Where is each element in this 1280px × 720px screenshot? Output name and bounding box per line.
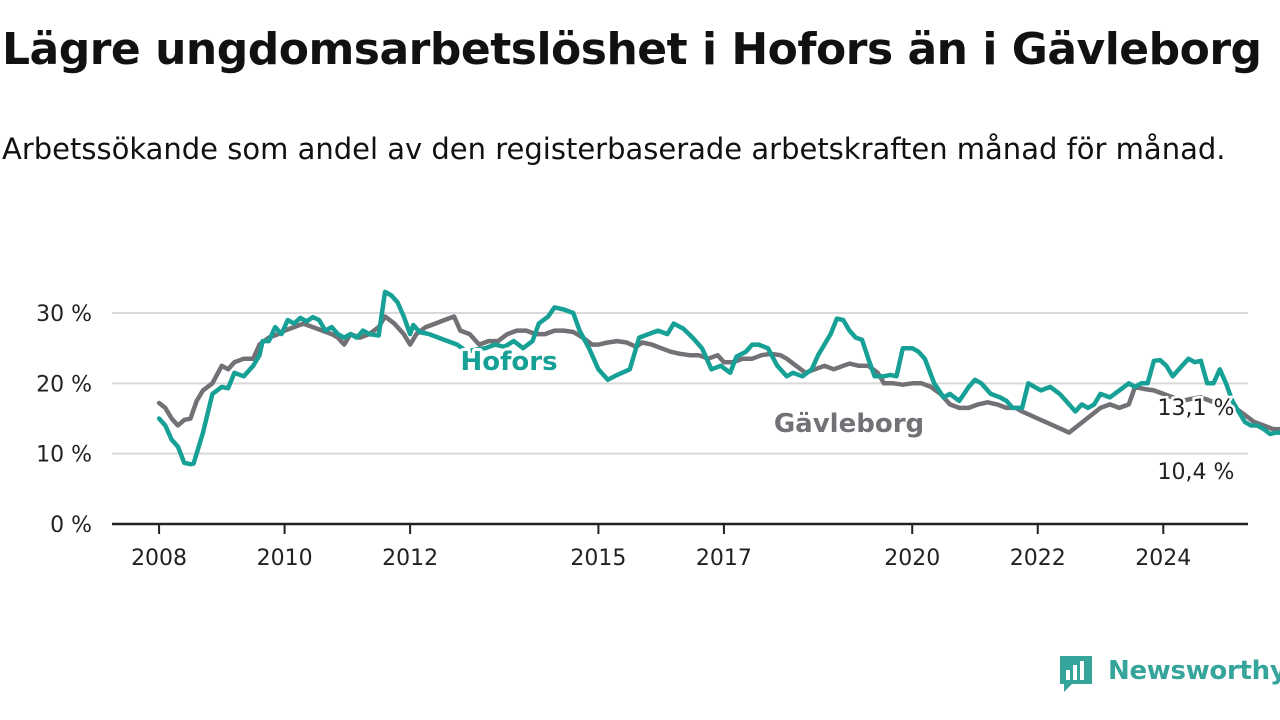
x-tick-label: 2022 [1010,546,1066,571]
y-tick-label: 20 % [36,372,92,397]
series-labels: Hofors Gävleborg 13,1 % 10,4 % [457,344,1236,488]
grid-lines [112,312,1248,455]
newsworthy-logo-icon [1060,656,1092,692]
x-tick-label: 2015 [570,546,626,571]
line-chart: 0 % 10 % 20 % 30 % 2008 2010 2012 2015 2017 2020… [36,289,1280,571]
page-title: Lägre ungdomsarbetslöshet i Hofors än i … [2,24,1262,75]
x-axis: 2008 2010 2012 2015 2017 2020 2022 2024 [112,522,1248,571]
y-tick-label: 0 % [50,513,92,538]
series-line-hofors [156,289,1280,467]
series-name-hofors: Hofors [460,347,557,377]
x-tick-label: 2008 [131,546,187,571]
x-tick-label: 2012 [382,546,438,571]
end-value-hofors: 10,4 % [1158,460,1235,485]
x-tick-label: 2010 [257,546,313,571]
x-tick-label: 2017 [696,546,752,571]
y-axis-labels: 0 % 10 % 20 % 30 % [36,302,92,538]
y-tick-label: 10 % [36,443,92,468]
chart-subtitle: Arbetssökande som andel av den registerb… [2,132,1226,166]
y-tick-label: 30 % [36,302,92,327]
x-tick-label: 2024 [1135,546,1191,571]
newsworthy-logo: Newsworthy [1058,654,1280,698]
series-lines [156,289,1280,467]
series-line-gavleborg [156,314,1280,435]
x-tick-label: 2020 [884,546,940,571]
brand-name: Newsworthy [1108,656,1280,686]
end-value-gavleborg: 13,1 % [1158,396,1235,421]
series-name-gavleborg: Gävleborg [774,409,924,439]
